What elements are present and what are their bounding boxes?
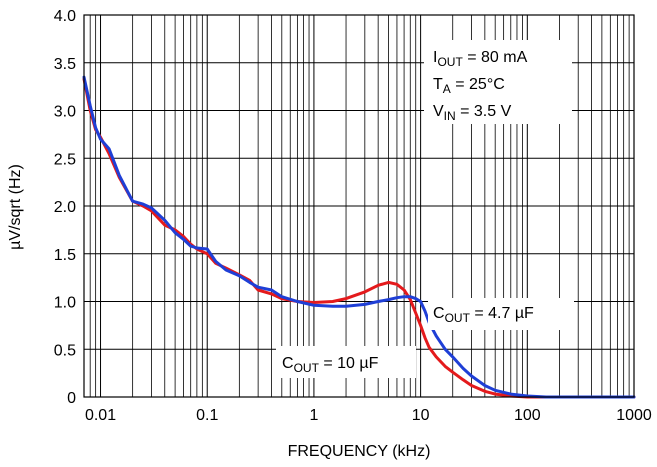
condition-vin: VIN = 3.5 V <box>433 103 512 123</box>
y-tick-label: 1.5 <box>54 247 76 264</box>
y-tick-label: 2.5 <box>54 151 76 168</box>
condition-iout: IOUT = 80 mA <box>433 49 528 69</box>
y-tick-label: 3.0 <box>54 104 76 121</box>
x-tick-label: 0.01 <box>85 407 116 424</box>
series-layer <box>82 75 636 399</box>
series-line-0 <box>82 77 636 399</box>
x-tick-label: 1000 <box>616 407 652 424</box>
x-tick-label: 10 <box>412 407 430 424</box>
x-tick-label: 100 <box>514 407 541 424</box>
x-tick-label: 1 <box>309 407 318 424</box>
y-tick-label: 3.5 <box>54 56 76 73</box>
series-label-47uf: COUT = 4.7 µF <box>433 305 534 325</box>
grid-lines <box>83 14 634 398</box>
y-tick-label: 0.5 <box>54 342 76 359</box>
x-axis-label: FREQUENCY (kHz) <box>288 443 431 460</box>
y-tick-label: 1.0 <box>54 295 76 312</box>
series-line-1 <box>82 75 636 399</box>
annotations: IOUT = 80 mA TA = 25°C VIN = 3.5 V COUT … <box>276 40 574 378</box>
conditions-box-bg <box>424 40 572 124</box>
series-label-10uf-bg <box>276 346 416 378</box>
tick-labels: 0.01 0.1 1 10 100 1000 0 0.5 1.0 1.5 2.0 2.5 3.0 3.5 4… <box>54 8 652 424</box>
condition-ta: TA = 25°C <box>433 76 505 96</box>
x-tick-label: 0.1 <box>196 407 218 424</box>
y-tick-label: 2.0 <box>54 199 76 216</box>
y-tick-label: 4.0 <box>54 8 76 25</box>
y-axis-label: µV/sqrt (Hz) <box>7 164 24 250</box>
plot-frame <box>83 14 635 398</box>
series-label-10uf: COUT = 10 µF <box>282 355 379 375</box>
series-label-47uf-bg <box>428 298 574 330</box>
y-tick-label: 0 <box>67 390 76 407</box>
